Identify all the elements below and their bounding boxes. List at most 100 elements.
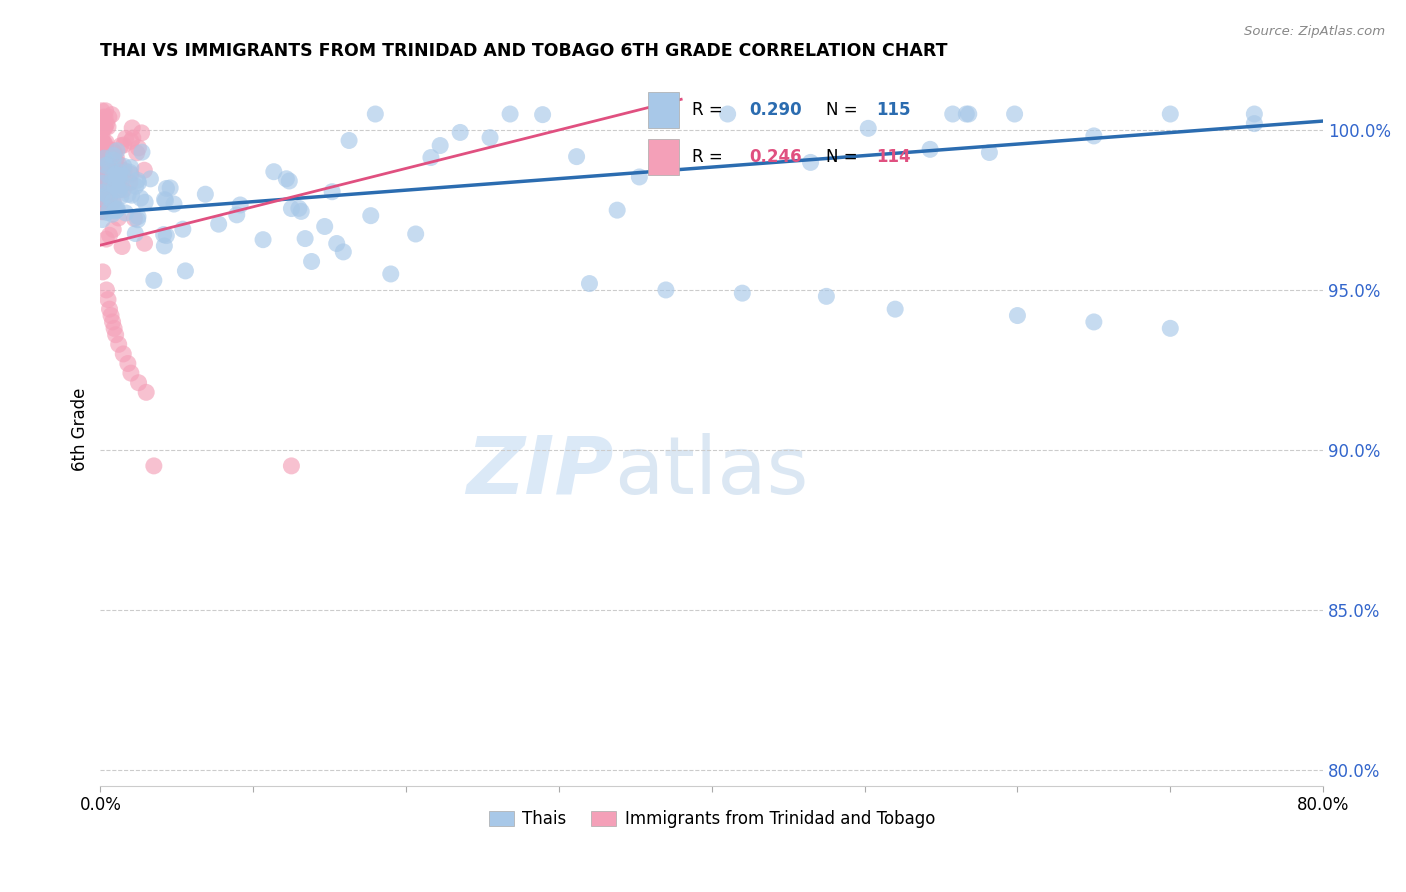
Point bbox=[429, 138, 451, 153]
Point bbox=[105, 151, 128, 165]
Point bbox=[364, 107, 387, 121]
Point bbox=[91, 177, 114, 191]
Point bbox=[108, 169, 131, 183]
Point bbox=[1083, 128, 1105, 143]
Point bbox=[101, 108, 124, 122]
Point bbox=[97, 157, 120, 171]
Point bbox=[117, 357, 139, 371]
Point bbox=[93, 179, 115, 194]
Point bbox=[110, 189, 132, 203]
Point bbox=[90, 177, 112, 191]
Point bbox=[93, 173, 115, 187]
Point bbox=[91, 142, 114, 156]
Point bbox=[93, 153, 115, 167]
Point bbox=[129, 191, 152, 205]
Point bbox=[332, 244, 354, 259]
Point bbox=[314, 219, 336, 234]
Point bbox=[128, 376, 150, 390]
Point bbox=[90, 136, 112, 151]
Text: THAI VS IMMIGRANTS FROM TRINIDAD AND TOBAGO 6TH GRADE CORRELATION CHART: THAI VS IMMIGRANTS FROM TRINIDAD AND TOB… bbox=[100, 42, 948, 60]
Point bbox=[301, 254, 323, 268]
Point bbox=[96, 192, 118, 206]
Point bbox=[131, 145, 153, 160]
Point bbox=[105, 202, 128, 217]
Point bbox=[105, 178, 128, 192]
Point bbox=[101, 169, 124, 184]
Point bbox=[121, 131, 143, 145]
Point bbox=[94, 140, 117, 154]
Point bbox=[94, 110, 117, 124]
Point bbox=[105, 202, 128, 216]
Point bbox=[98, 202, 121, 217]
Point bbox=[101, 144, 124, 158]
Point bbox=[107, 211, 129, 225]
Point bbox=[153, 239, 176, 253]
Point bbox=[229, 198, 252, 212]
Point bbox=[321, 185, 343, 199]
Point bbox=[1083, 315, 1105, 329]
Point bbox=[104, 203, 127, 218]
Point bbox=[884, 302, 907, 317]
Point bbox=[578, 277, 600, 291]
Point bbox=[942, 107, 965, 121]
Point bbox=[120, 167, 142, 181]
Point bbox=[135, 385, 157, 400]
Point bbox=[101, 153, 124, 167]
Point bbox=[1243, 107, 1265, 121]
Point bbox=[127, 173, 149, 187]
Point bbox=[93, 168, 115, 182]
Point bbox=[90, 156, 112, 170]
Point bbox=[94, 120, 117, 134]
Point bbox=[405, 227, 427, 241]
Point bbox=[124, 211, 146, 226]
Text: ZIP: ZIP bbox=[467, 433, 614, 511]
Point bbox=[163, 197, 186, 211]
Point bbox=[252, 233, 274, 247]
Point bbox=[325, 236, 347, 251]
Point bbox=[112, 347, 135, 361]
Text: atlas: atlas bbox=[614, 433, 808, 511]
Point bbox=[103, 321, 125, 335]
Point bbox=[97, 293, 120, 307]
Point bbox=[96, 232, 118, 246]
Point bbox=[101, 207, 124, 221]
Point bbox=[419, 151, 441, 165]
Point bbox=[96, 117, 118, 131]
Point bbox=[107, 175, 129, 189]
Point bbox=[208, 217, 231, 231]
Point bbox=[100, 150, 122, 164]
Point bbox=[93, 163, 115, 178]
Point bbox=[131, 126, 153, 140]
Point bbox=[153, 193, 176, 207]
Point bbox=[93, 110, 115, 124]
Point bbox=[531, 108, 554, 122]
Point bbox=[159, 181, 181, 195]
Point bbox=[100, 309, 122, 323]
Point bbox=[98, 175, 121, 189]
Point bbox=[90, 134, 112, 148]
Point bbox=[280, 202, 302, 216]
Point bbox=[105, 164, 128, 178]
Point bbox=[155, 228, 177, 243]
Point bbox=[121, 188, 143, 202]
Point bbox=[104, 166, 127, 180]
Point bbox=[174, 264, 197, 278]
Point bbox=[93, 143, 115, 157]
Point bbox=[90, 174, 112, 188]
Point bbox=[103, 222, 125, 236]
Point bbox=[337, 133, 360, 147]
Point bbox=[90, 172, 112, 186]
Point bbox=[858, 121, 880, 136]
Point bbox=[111, 169, 134, 183]
Point bbox=[97, 166, 120, 180]
Point bbox=[955, 107, 977, 121]
Point bbox=[114, 131, 136, 145]
Point bbox=[91, 193, 114, 207]
Point bbox=[111, 239, 134, 253]
Point bbox=[90, 161, 112, 175]
Point bbox=[104, 173, 127, 187]
Point bbox=[127, 210, 149, 224]
Point bbox=[606, 203, 628, 218]
Point bbox=[103, 146, 125, 161]
Point bbox=[96, 187, 118, 202]
